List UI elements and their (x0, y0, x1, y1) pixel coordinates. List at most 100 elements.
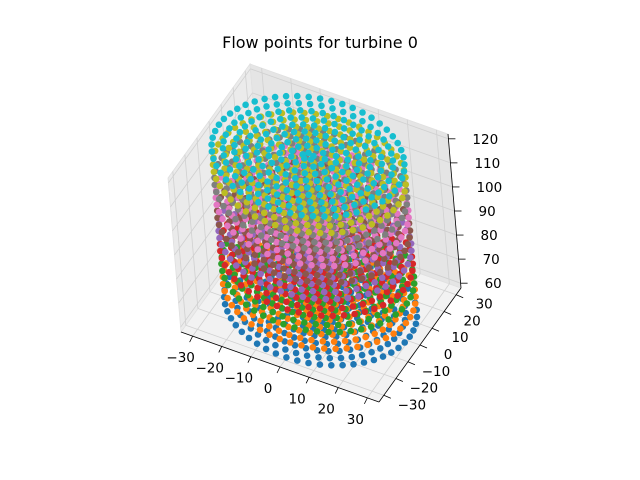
flow-point (292, 158, 299, 166)
x-tick-mark (218, 346, 223, 353)
flow-point (398, 306, 406, 313)
flow-point (300, 162, 308, 170)
flow-point (382, 236, 390, 243)
flow-point (327, 191, 334, 198)
flow-point (406, 227, 414, 234)
flow-point (253, 293, 261, 301)
flow-point (410, 307, 417, 314)
flow-point (359, 300, 367, 308)
flow-point (272, 341, 279, 349)
flow-point (318, 160, 325, 168)
flow-point (318, 199, 325, 206)
flow-point (245, 194, 253, 201)
flow-point (302, 135, 310, 142)
flow-point (354, 343, 361, 351)
flow-point (410, 327, 417, 334)
z-tick-label: 100 (476, 180, 502, 196)
flow-point (366, 163, 374, 171)
z-tick-label: 80 (481, 228, 498, 244)
flow-point (301, 319, 308, 326)
flow-point (316, 191, 324, 199)
flow-point (216, 234, 223, 242)
flow-point (319, 262, 327, 270)
flow-point (235, 248, 242, 256)
flow-point (394, 220, 401, 228)
flow-point (209, 134, 216, 141)
flow-point (348, 193, 356, 201)
flow-point (227, 315, 235, 322)
flow-point (371, 330, 379, 338)
flow-point (347, 327, 355, 335)
flow-point (350, 121, 357, 129)
flow-point (238, 328, 246, 336)
flow-point (221, 287, 228, 295)
flow-point (373, 338, 381, 346)
flow-point (384, 340, 392, 348)
flow-point (310, 122, 318, 129)
flow-point (309, 344, 317, 351)
flow-point (362, 333, 369, 341)
flow-point (216, 182, 224, 190)
y-tick-label: −30 (398, 397, 427, 413)
flow-point (407, 254, 414, 261)
flow-point (259, 162, 266, 170)
flow-point (399, 194, 406, 202)
flow-point (298, 211, 305, 219)
flow-point (407, 293, 414, 301)
flow-point (285, 268, 292, 275)
flow-point (231, 141, 238, 149)
flow-point (378, 274, 386, 282)
flow-point (261, 217, 269, 225)
flow-point (404, 260, 412, 268)
flow-point (325, 272, 332, 279)
flow-point (264, 186, 271, 194)
flow-point (298, 342, 305, 349)
flow-point (222, 248, 229, 256)
flow-point (325, 183, 333, 191)
flow-point (365, 290, 372, 298)
flow-point (377, 153, 385, 161)
flow-point (409, 267, 416, 275)
flow-point (231, 119, 238, 126)
flow-point (384, 212, 391, 219)
x-tick-label: 20 (318, 402, 335, 418)
flow-point (374, 129, 382, 137)
flow-point (265, 146, 272, 153)
flow-point (395, 181, 403, 188)
flow-point (337, 221, 345, 228)
flow-point (364, 341, 371, 349)
flow-point (242, 128, 250, 135)
flow-point (255, 156, 262, 163)
flow-point (284, 250, 292, 257)
flow-point (349, 130, 356, 137)
flow-point (278, 304, 286, 312)
flow-point (277, 232, 285, 239)
flow-point (365, 315, 373, 323)
flow-point (371, 305, 378, 313)
y-tick-label: −10 (422, 364, 451, 380)
flow-point (353, 166, 361, 174)
flow-point (316, 305, 324, 312)
flow-point (271, 93, 279, 101)
flow-point (340, 133, 347, 141)
flow-point (275, 108, 282, 115)
flow-point (295, 197, 303, 204)
flow-point (242, 208, 250, 215)
flow-point (388, 349, 395, 356)
flow-point (389, 164, 397, 171)
flow-point (330, 112, 337, 120)
flow-point (281, 130, 288, 138)
flow-point (365, 264, 373, 271)
flow-point (397, 253, 404, 261)
flow-point (261, 95, 268, 103)
flow-point (380, 255, 388, 262)
flow-point (291, 324, 298, 331)
flow-point (273, 183, 280, 190)
flow-point (270, 269, 278, 277)
flow-point (286, 331, 293, 339)
flow-point (332, 288, 339, 296)
y-tick-label: 0 (444, 347, 453, 363)
flow-point (394, 139, 402, 147)
flow-point (224, 222, 231, 230)
